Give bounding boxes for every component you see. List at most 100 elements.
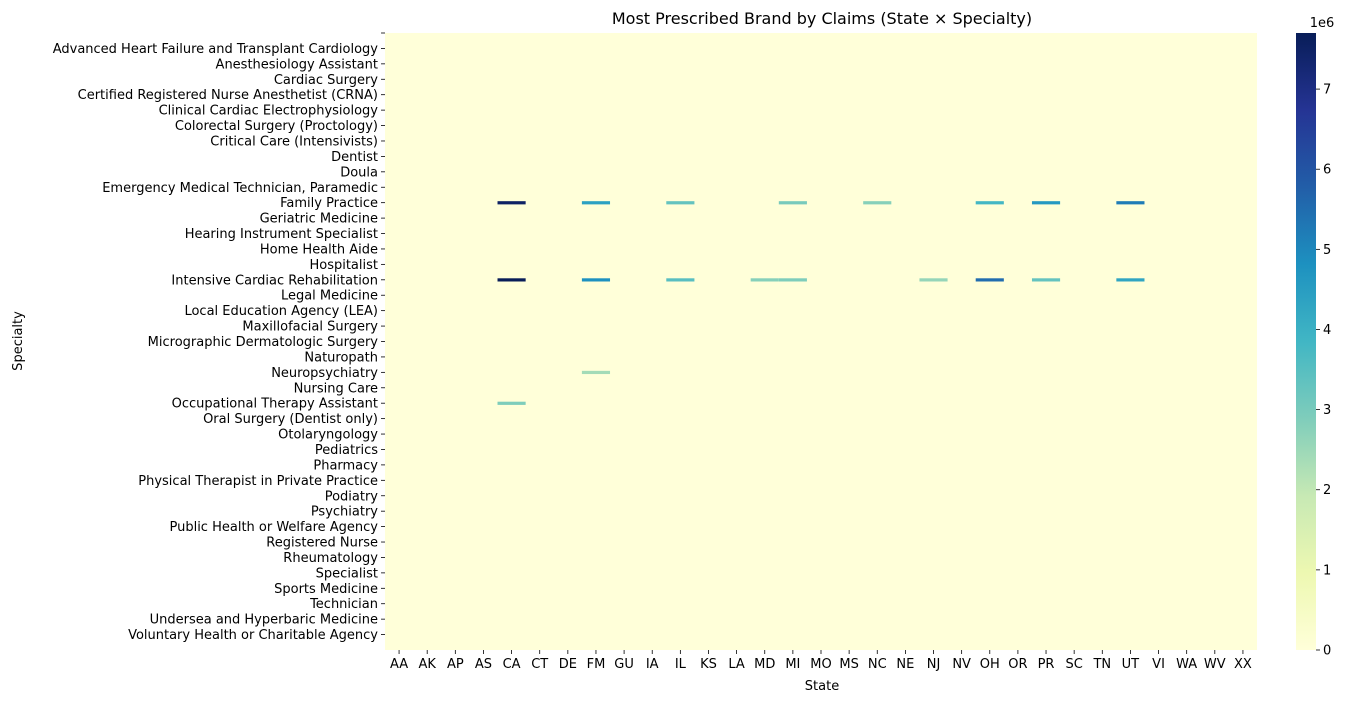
x-tick-label: LA xyxy=(728,657,745,672)
heatmap-cell xyxy=(497,201,526,205)
x-tick-label: PR xyxy=(1038,657,1055,672)
colorbar-tick-label: 3 xyxy=(1323,403,1331,418)
y-tick-label: Legal Medicine xyxy=(281,289,378,304)
x-tick-label: KS xyxy=(700,657,717,672)
heatmap-cell xyxy=(666,278,695,282)
heatmap-cell xyxy=(581,201,611,205)
y-tick-label: Psychiatry xyxy=(311,505,378,520)
x-tick-label: GU xyxy=(614,657,634,672)
colorbar-tick-label: 4 xyxy=(1323,323,1331,338)
y-tick-label: Naturopath xyxy=(304,350,378,365)
y-tick-label: Anesthesiology Assistant xyxy=(216,57,378,72)
y-tick-label: Occupational Therapy Assistant xyxy=(172,397,378,412)
y-tick-label: Public Health or Welfare Agency xyxy=(169,520,378,535)
x-tick-label: DE xyxy=(559,657,577,672)
y-tick-label: Emergency Medical Technician, Paramedic xyxy=(102,181,378,196)
colorbar-tick-label: 1 xyxy=(1323,563,1331,578)
x-axis: AA AK AP AS CA CT DE FM GU IA IL KS LA MD MI MO MS NC NE NJ… xyxy=(390,650,1252,672)
x-tick-label: MD xyxy=(754,657,775,672)
x-tick-label: MS xyxy=(839,657,858,672)
x-tick-label: NV xyxy=(952,657,971,672)
y-tick-label: Critical Care (Intensivists) xyxy=(210,134,378,149)
heatmap-cell xyxy=(497,278,526,282)
colorbar-tick-label: 6 xyxy=(1323,163,1331,178)
y-tick-label: Hospitalist xyxy=(309,258,378,273)
colorbar: 0 1 2 3 4 5 6 7 1e6 xyxy=(1296,16,1334,659)
chart-title: Most Prescribed Brand by Claims (State ×… xyxy=(612,9,1032,28)
x-tick-label: WA xyxy=(1176,657,1197,672)
colorbar-gradient xyxy=(1296,33,1316,650)
heatmap-cell xyxy=(581,278,611,282)
x-tick-label: VI xyxy=(1152,657,1165,672)
y-tick-label: Neuropsychiatry xyxy=(271,366,378,381)
colorbar-tick-label: 5 xyxy=(1323,243,1331,258)
colorbar-tick-label: 0 xyxy=(1323,644,1331,659)
x-tick-label: WV xyxy=(1204,657,1226,672)
heatmap-cell xyxy=(1031,201,1061,205)
y-tick-label: Specialist xyxy=(316,566,378,581)
x-tick-label: OH xyxy=(980,657,1000,672)
x-tick-label: SC xyxy=(1065,657,1082,672)
x-tick-label: IA xyxy=(646,657,659,672)
y-tick-label: Technician xyxy=(309,597,378,612)
y-tick-label: Cardiac Surgery xyxy=(274,73,378,88)
x-tick-label: NJ xyxy=(927,657,941,672)
y-tick-label: Rheumatology xyxy=(283,551,378,566)
heatmap-cell xyxy=(778,201,807,205)
y-tick-label: Home Health Aide xyxy=(260,242,378,257)
x-tick-label: MO xyxy=(810,657,831,672)
y-tick-label: Undersea and Hyperbaric Medicine xyxy=(150,613,378,628)
x-tick-label: AP xyxy=(447,657,464,672)
heatmap-cell xyxy=(497,401,526,405)
heatmap-cell xyxy=(1116,201,1145,205)
x-tick-label: NE xyxy=(896,657,914,672)
y-axis: Advanced Heart Failure and Transplant Ca… xyxy=(53,32,385,643)
y-tick-label: Clinical Cardiac Electrophysiology xyxy=(159,104,379,119)
y-tick-label: Maxillofacial Surgery xyxy=(242,320,378,335)
y-tick-label: Doula xyxy=(340,165,378,180)
colorbar-scale-label: 1e6 xyxy=(1310,16,1335,31)
y-tick-label: Voluntary Health or Charitable Agency xyxy=(128,628,378,643)
y-tick-label: Oral Surgery (Dentist only) xyxy=(203,412,378,427)
y-tick-label: Intensive Cardiac Rehabilitation xyxy=(171,273,378,288)
heatmap-cell xyxy=(778,278,807,282)
y-tick-label: Nursing Care xyxy=(294,381,378,396)
y-tick-label: Pediatrics xyxy=(315,443,378,458)
y-tick-label: Colorectal Surgery (Proctology) xyxy=(175,119,378,134)
y-tick-label: Podiatry xyxy=(325,489,379,504)
heatmap-area xyxy=(385,33,1257,650)
x-tick-label: NC xyxy=(868,657,887,672)
heatmap-cell xyxy=(750,278,779,282)
y-tick-label: Dentist xyxy=(331,150,378,165)
x-tick-label: OR xyxy=(1008,657,1027,672)
x-tick-label: IL xyxy=(675,657,687,672)
x-tick-label: CT xyxy=(531,657,548,672)
x-tick-label: UT xyxy=(1122,657,1140,672)
x-tick-label: TN xyxy=(1092,657,1111,672)
x-tick-label: CA xyxy=(503,657,521,672)
heatmap-cell xyxy=(975,201,1004,205)
y-tick-label: Registered Nurse xyxy=(266,536,378,551)
y-tick-label: Hearing Instrument Specialist xyxy=(185,227,378,242)
heatmap-cell xyxy=(863,201,892,205)
y-tick-label: Pharmacy xyxy=(313,458,378,473)
x-tick-label: AA xyxy=(390,657,408,672)
x-tick-label: XX xyxy=(1234,657,1252,672)
y-tick-label: Certified Registered Nurse Anesthetist (… xyxy=(78,88,378,103)
y-tick-label: Sports Medicine xyxy=(274,582,378,597)
y-tick-label: Local Education Agency (LEA) xyxy=(184,304,378,319)
heatmap-cell xyxy=(975,278,1004,282)
x-tick-label: AK xyxy=(418,657,436,672)
y-tick-label: Geriatric Medicine xyxy=(260,212,378,227)
heatmap-cell xyxy=(581,370,611,375)
heatmap-background xyxy=(385,33,1257,650)
y-tick-label: Advanced Heart Failure and Transplant Ca… xyxy=(53,42,379,57)
x-tick-label: MI xyxy=(785,657,800,672)
y-tick-label: Micrographic Dermatologic Surgery xyxy=(148,335,379,350)
x-tick-label: FM xyxy=(587,657,606,672)
x-tick-label: AS xyxy=(475,657,492,672)
y-tick-label: Otolaryngology xyxy=(278,428,378,443)
heatmap-cell xyxy=(919,278,948,282)
